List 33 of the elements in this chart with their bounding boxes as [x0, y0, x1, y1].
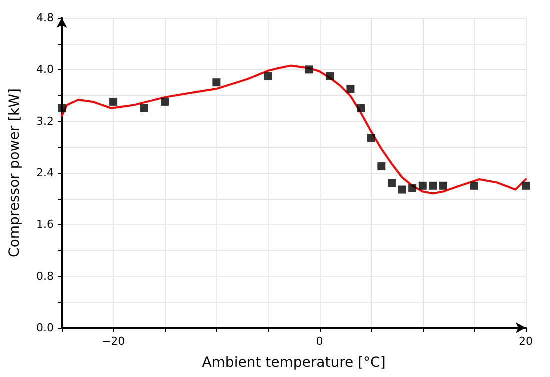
y-axis-title: Compressor power [kW] [7, 88, 23, 258]
x-tick-label: 20 [519, 335, 533, 348]
y-tick-label: 0.8 [36, 270, 54, 283]
line-series [61, 64, 527, 195]
point [326, 72, 334, 80]
y-tick-label: 4.0 [36, 63, 54, 76]
point [367, 134, 376, 142]
point [398, 186, 406, 194]
point [429, 182, 438, 190]
point [522, 182, 530, 190]
point [346, 85, 355, 94]
point [408, 184, 417, 192]
point [161, 98, 170, 106]
x-tick-label: −20 [102, 335, 126, 348]
point [58, 104, 66, 112]
point [305, 66, 314, 74]
x-tick-label: 0 [316, 335, 324, 348]
point [388, 179, 396, 188]
x-axis-title: Ambient temperature [°C] [202, 355, 386, 371]
y-tick-label: 1.6 [36, 218, 54, 232]
point [357, 104, 366, 112]
point [264, 72, 272, 80]
point [212, 78, 221, 87]
point [418, 182, 427, 190]
point [110, 98, 118, 106]
point [440, 182, 448, 190]
y-tick-label: 3.2 [36, 114, 54, 128]
point [140, 104, 148, 112]
point [470, 182, 478, 190]
point [378, 162, 386, 171]
y-tick-label: 2.4 [36, 166, 54, 180]
y-tick-label: 0.0 [36, 322, 54, 334]
y-tick-label: 4.8 [36, 12, 54, 24]
